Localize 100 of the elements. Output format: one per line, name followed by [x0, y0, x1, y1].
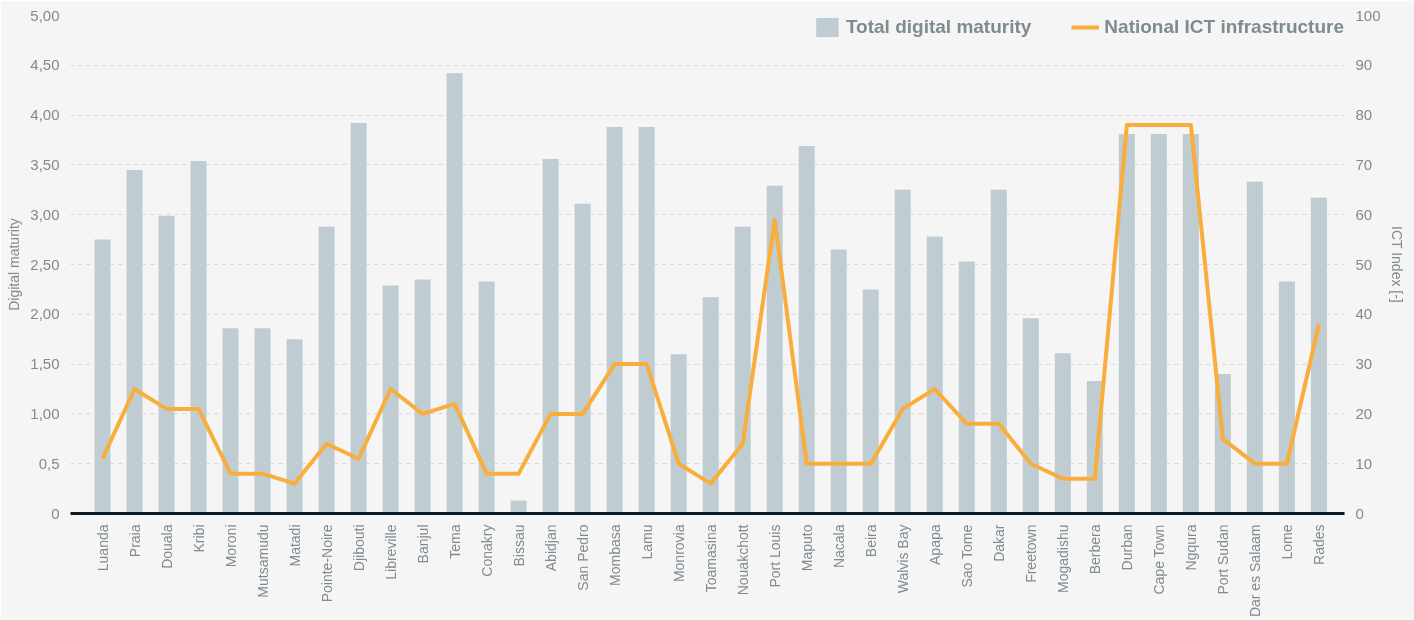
x-tick-label: Mombasa [606, 524, 623, 586]
x-tick-label: Lome [1278, 524, 1295, 560]
bar [1310, 197, 1327, 514]
bar [478, 281, 495, 514]
x-tick-label: Port Louis [766, 524, 783, 588]
x-tick-label: Tema [446, 524, 463, 559]
bar [254, 328, 271, 514]
bar [1118, 134, 1135, 514]
bar [1246, 181, 1263, 514]
y-tick-label: 0,5 [38, 454, 60, 472]
x-tick-label: Toamasina [702, 524, 719, 593]
x-tick-label: Mutsamudu [254, 524, 271, 598]
y2-tick-label: 40 [1355, 305, 1373, 323]
bar [574, 203, 591, 514]
x-tick-label: Douala [158, 524, 175, 569]
y2-tick-label: 60 [1355, 205, 1373, 223]
bar [286, 339, 303, 514]
bar [222, 328, 239, 514]
y-tick-label: 5,00 [30, 6, 60, 24]
x-tick-label: Apapa [926, 524, 943, 565]
x-tick-label: Berbera [1086, 524, 1103, 575]
x-tick-label: Ngqura [1182, 524, 1199, 571]
bar [830, 249, 847, 514]
y-tick-label: 4,50 [30, 56, 60, 74]
x-tick-label: Conakry [478, 524, 495, 577]
x-tick-label: Bissau [510, 524, 527, 567]
x-tick-label: Sao Tome [958, 524, 975, 588]
bar [1022, 318, 1039, 514]
bar [926, 236, 943, 514]
legend-label: Total digital maturity [845, 16, 1032, 38]
y-tick-label: 4,00 [30, 106, 60, 124]
x-tick-label: Mogadishu [1054, 524, 1071, 593]
bar [382, 285, 399, 514]
x-tick-label: Lamu [638, 524, 655, 560]
y2-tick-label: 10 [1355, 454, 1373, 472]
bar [446, 73, 463, 514]
bar [94, 239, 111, 514]
y-axis-title: Digital maturity [6, 218, 23, 311]
line-series [100, 123, 1321, 486]
x-tick-label: Pointe-Noire [318, 524, 335, 603]
x-tick-label: Moroni [222, 524, 239, 568]
y-tick-label: 2,00 [30, 305, 60, 323]
x-tick-label: Praia [126, 524, 143, 558]
bar [190, 160, 207, 514]
bar [798, 145, 815, 514]
x-tick-label: Maputo [798, 524, 815, 572]
y2-tick-label: 70 [1355, 155, 1373, 173]
bar [1182, 134, 1199, 514]
x-tick-label: Luanda [94, 524, 111, 572]
x-tick-label: Nouakchott [734, 524, 751, 596]
x-tick-label: Djibouti [350, 524, 367, 572]
y2-tick-label: 20 [1355, 404, 1373, 422]
bar [126, 169, 143, 514]
bar [350, 123, 367, 514]
bar [1054, 353, 1071, 514]
x-tick-label: Banjul [414, 524, 431, 564]
x-tick-label: Rades [1310, 524, 1327, 565]
y-tick-label: 2,50 [30, 255, 60, 273]
x-tick-label: Dar es Salaam [1246, 524, 1263, 618]
bar [542, 158, 559, 514]
bar [862, 289, 879, 514]
x-tick-label: Cape Town [1150, 524, 1167, 595]
y2-tick-label: 90 [1355, 56, 1373, 74]
x-tick-label: San Pedro [574, 524, 591, 591]
y-tick-label: 3,00 [30, 205, 60, 223]
bar [1278, 281, 1295, 514]
x-tick-label: Freetown [1022, 524, 1039, 583]
x-tick-label: Kribi [190, 524, 207, 553]
bar [414, 279, 431, 514]
x-tick-label: Port Sudan [1214, 524, 1231, 595]
legend-label: National ICT infrastructure [1104, 16, 1344, 38]
x-tick-label: Beira [862, 524, 879, 558]
bar [638, 127, 655, 514]
x-tick-label: Walvis Bay [894, 524, 911, 594]
bar [894, 189, 911, 514]
bar [670, 354, 687, 514]
bar [766, 185, 783, 514]
y2-tick-label: 30 [1355, 355, 1373, 373]
bar [990, 189, 1007, 514]
y2-tick-label: 80 [1355, 106, 1373, 124]
bar [702, 297, 719, 514]
bar [606, 127, 623, 514]
x-tick-label: Matadi [286, 524, 303, 567]
x-tick-label: Dakar [990, 524, 1007, 562]
y2-tick-label: 0 [1355, 504, 1364, 522]
bar [1150, 134, 1167, 514]
y2-tick-label: 100 [1355, 6, 1381, 24]
bar [158, 215, 175, 514]
bar [958, 261, 975, 514]
x-tick-label: Monrovia [670, 524, 687, 583]
y-tick-label: 3,50 [30, 155, 60, 173]
x-tick-label: Nacala [830, 524, 847, 569]
x-tick-label: Libreville [382, 524, 399, 580]
y2-tick-label: 50 [1355, 255, 1373, 273]
x-tick-label: Durban [1118, 524, 1135, 571]
y-tick-label: 0 [51, 504, 60, 522]
y2-axis-title: ICT Index [-] [1388, 225, 1405, 303]
y-tick-label: 1,00 [30, 404, 60, 422]
x-tick-label: Abidjan [542, 524, 559, 572]
bar [734, 226, 751, 514]
